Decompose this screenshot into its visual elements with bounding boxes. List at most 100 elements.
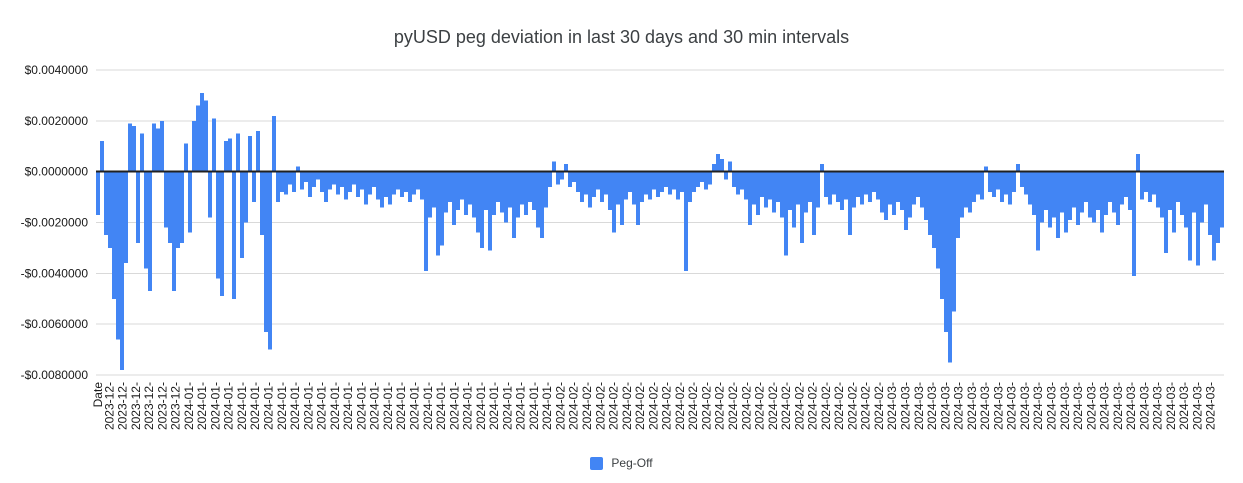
- bar[interactable]: [1204, 171, 1208, 205]
- bar[interactable]: [1040, 171, 1044, 223]
- bar[interactable]: [968, 171, 972, 213]
- bar[interactable]: [660, 171, 664, 192]
- bar[interactable]: [864, 171, 868, 195]
- bar[interactable]: [720, 158, 724, 172]
- bar[interactable]: [964, 171, 968, 208]
- bar[interactable]: [1216, 171, 1220, 243]
- bar[interactable]: [1080, 171, 1084, 213]
- bar[interactable]: [300, 171, 304, 190]
- bar[interactable]: [1192, 171, 1196, 213]
- bar[interactable]: [592, 171, 596, 198]
- bar[interactable]: [168, 171, 172, 243]
- bar[interactable]: [928, 171, 932, 236]
- bar[interactable]: [608, 171, 612, 210]
- bar[interactable]: [556, 171, 560, 185]
- bar[interactable]: [132, 125, 136, 172]
- bar[interactable]: [808, 171, 812, 203]
- bar[interactable]: [340, 171, 344, 187]
- bar[interactable]: [1084, 171, 1088, 203]
- bar[interactable]: [1036, 171, 1040, 251]
- bar[interactable]: [884, 171, 888, 220]
- bar[interactable]: [732, 171, 736, 187]
- bar[interactable]: [764, 171, 768, 208]
- bar[interactable]: [712, 164, 716, 172]
- bar[interactable]: [424, 171, 428, 271]
- bar[interactable]: [752, 171, 756, 205]
- bar[interactable]: [748, 171, 752, 226]
- bar[interactable]: [584, 171, 588, 195]
- bar[interactable]: [176, 171, 180, 248]
- bar[interactable]: [996, 171, 1000, 190]
- bar[interactable]: [644, 171, 648, 195]
- bar[interactable]: [112, 171, 116, 299]
- bar[interactable]: [284, 171, 288, 195]
- bar[interactable]: [268, 171, 272, 350]
- bar[interactable]: [220, 171, 224, 297]
- bar[interactable]: [420, 171, 424, 200]
- bar[interactable]: [800, 171, 804, 243]
- bar[interactable]: [716, 153, 720, 172]
- bar[interactable]: [376, 171, 380, 200]
- bar[interactable]: [164, 171, 168, 228]
- bar[interactable]: [368, 171, 372, 195]
- bar[interactable]: [624, 171, 628, 200]
- bar[interactable]: [332, 171, 336, 185]
- bar[interactable]: [344, 171, 348, 200]
- bar[interactable]: [596, 171, 600, 190]
- bar[interactable]: [904, 171, 908, 231]
- bar[interactable]: [288, 171, 292, 185]
- bar[interactable]: [1200, 171, 1204, 223]
- bar[interactable]: [388, 171, 392, 205]
- bar[interactable]: [960, 171, 964, 218]
- bar[interactable]: [524, 171, 528, 215]
- bar[interactable]: [160, 120, 164, 172]
- bar[interactable]: [1188, 171, 1192, 261]
- bar[interactable]: [96, 171, 100, 215]
- bar[interactable]: [1056, 171, 1060, 238]
- bar[interactable]: [1088, 171, 1092, 218]
- bar[interactable]: [576, 171, 580, 192]
- bar[interactable]: [1148, 171, 1152, 203]
- bar[interactable]: [1136, 153, 1140, 172]
- bar[interactable]: [820, 164, 824, 172]
- bar[interactable]: [308, 171, 312, 198]
- bar[interactable]: [1012, 171, 1016, 192]
- bar[interactable]: [272, 115, 276, 172]
- bar[interactable]: [908, 171, 912, 218]
- bar[interactable]: [632, 171, 636, 205]
- bar[interactable]: [1108, 171, 1112, 203]
- bar[interactable]: [264, 171, 268, 332]
- bar[interactable]: [788, 171, 792, 210]
- bar[interactable]: [972, 171, 976, 203]
- bar[interactable]: [136, 171, 140, 243]
- bar[interactable]: [456, 171, 460, 210]
- bar[interactable]: [484, 171, 488, 210]
- bar[interactable]: [1072, 171, 1076, 208]
- bar[interactable]: [488, 171, 492, 251]
- bar[interactable]: [836, 171, 840, 203]
- bar[interactable]: [760, 171, 764, 198]
- bar[interactable]: [896, 171, 900, 203]
- bar[interactable]: [152, 123, 156, 172]
- bar[interactable]: [156, 128, 160, 172]
- bar[interactable]: [104, 171, 108, 236]
- bar[interactable]: [492, 171, 496, 215]
- bar[interactable]: [640, 171, 644, 203]
- bar[interactable]: [1016, 164, 1020, 172]
- bar[interactable]: [336, 171, 340, 195]
- bar[interactable]: [668, 171, 672, 195]
- bar[interactable]: [656, 171, 660, 198]
- bar[interactable]: [1092, 171, 1096, 223]
- bar[interactable]: [844, 171, 848, 200]
- bar[interactable]: [792, 171, 796, 228]
- bar[interactable]: [772, 171, 776, 213]
- bar[interactable]: [1172, 171, 1176, 233]
- bar[interactable]: [736, 171, 740, 195]
- bar[interactable]: [1124, 171, 1128, 198]
- bar[interactable]: [404, 171, 408, 192]
- bar[interactable]: [432, 171, 436, 208]
- bar[interactable]: [348, 171, 352, 192]
- bar[interactable]: [868, 171, 872, 203]
- bar[interactable]: [988, 171, 992, 192]
- bar[interactable]: [1152, 171, 1156, 195]
